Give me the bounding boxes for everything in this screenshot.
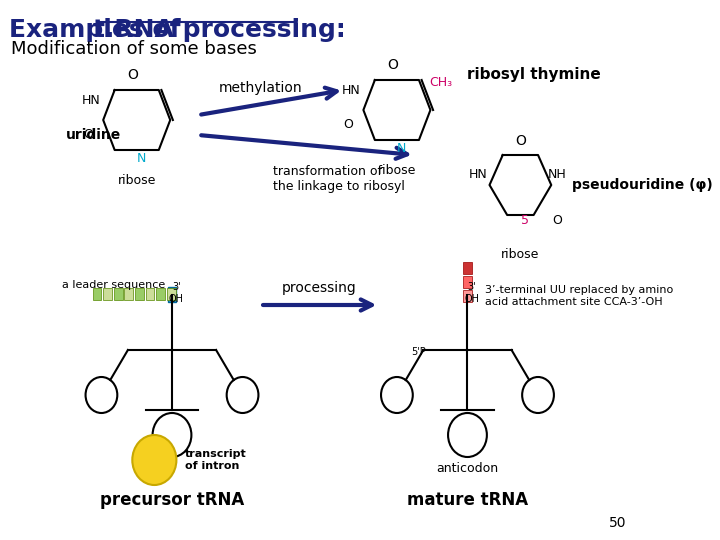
FancyBboxPatch shape	[463, 276, 472, 288]
FancyBboxPatch shape	[145, 288, 154, 300]
Text: O: O	[84, 129, 93, 141]
Text: processing: processing	[282, 281, 356, 295]
Text: O: O	[387, 58, 398, 72]
Text: ribose: ribose	[501, 248, 539, 261]
Text: O: O	[127, 68, 138, 82]
Text: methylation: methylation	[218, 81, 302, 95]
Text: Examples of: Examples of	[9, 18, 189, 42]
FancyBboxPatch shape	[463, 290, 472, 302]
FancyBboxPatch shape	[167, 288, 176, 300]
Text: pseudouridine (φ): pseudouridine (φ)	[572, 178, 712, 192]
Text: Modification of some bases: Modification of some bases	[11, 40, 256, 58]
Text: O: O	[515, 134, 526, 148]
FancyBboxPatch shape	[103, 288, 112, 300]
Text: N: N	[136, 152, 146, 165]
Text: N: N	[397, 141, 406, 154]
Text: NH: NH	[548, 168, 567, 181]
Text: O: O	[343, 118, 354, 132]
FancyBboxPatch shape	[135, 288, 144, 300]
Text: anticodon: anticodon	[436, 462, 498, 475]
Text: precursor tRNA: precursor tRNA	[100, 491, 244, 509]
FancyBboxPatch shape	[168, 287, 176, 302]
Text: ribose: ribose	[117, 173, 156, 186]
Text: 5: 5	[521, 213, 528, 226]
Text: HN: HN	[81, 93, 100, 106]
Text: HN: HN	[342, 84, 361, 97]
FancyBboxPatch shape	[93, 288, 102, 300]
FancyBboxPatch shape	[125, 288, 133, 300]
Text: 3'
OH: 3' OH	[464, 282, 480, 303]
Text: 50: 50	[608, 516, 626, 530]
Text: ribosyl thymine: ribosyl thymine	[467, 68, 601, 83]
Text: 3’-terminal UU replaced by amino
acid attachment site CCA-3’-OH: 3’-terminal UU replaced by amino acid at…	[485, 285, 673, 307]
Text: HN: HN	[469, 168, 487, 181]
Text: 3'
OH: 3' OH	[169, 282, 184, 303]
Text: transformation of
the linkage to ribosyl: transformation of the linkage to ribosyl	[274, 165, 405, 193]
Text: uridine: uridine	[66, 128, 122, 142]
FancyBboxPatch shape	[463, 262, 472, 274]
Text: O: O	[552, 213, 562, 226]
Text: a leader sequence: a leader sequence	[62, 280, 165, 290]
Text: CH₃: CH₃	[429, 76, 453, 89]
FancyBboxPatch shape	[156, 288, 165, 300]
Text: 5'P: 5'P	[412, 347, 426, 357]
Text: t.RNA processing:: t.RNA processing:	[94, 18, 346, 42]
Text: mature tRNA: mature tRNA	[407, 491, 528, 509]
Text: transcript
of intron: transcript of intron	[185, 449, 247, 471]
Circle shape	[132, 435, 176, 485]
FancyBboxPatch shape	[114, 288, 122, 300]
Text: ribose: ribose	[378, 164, 416, 177]
